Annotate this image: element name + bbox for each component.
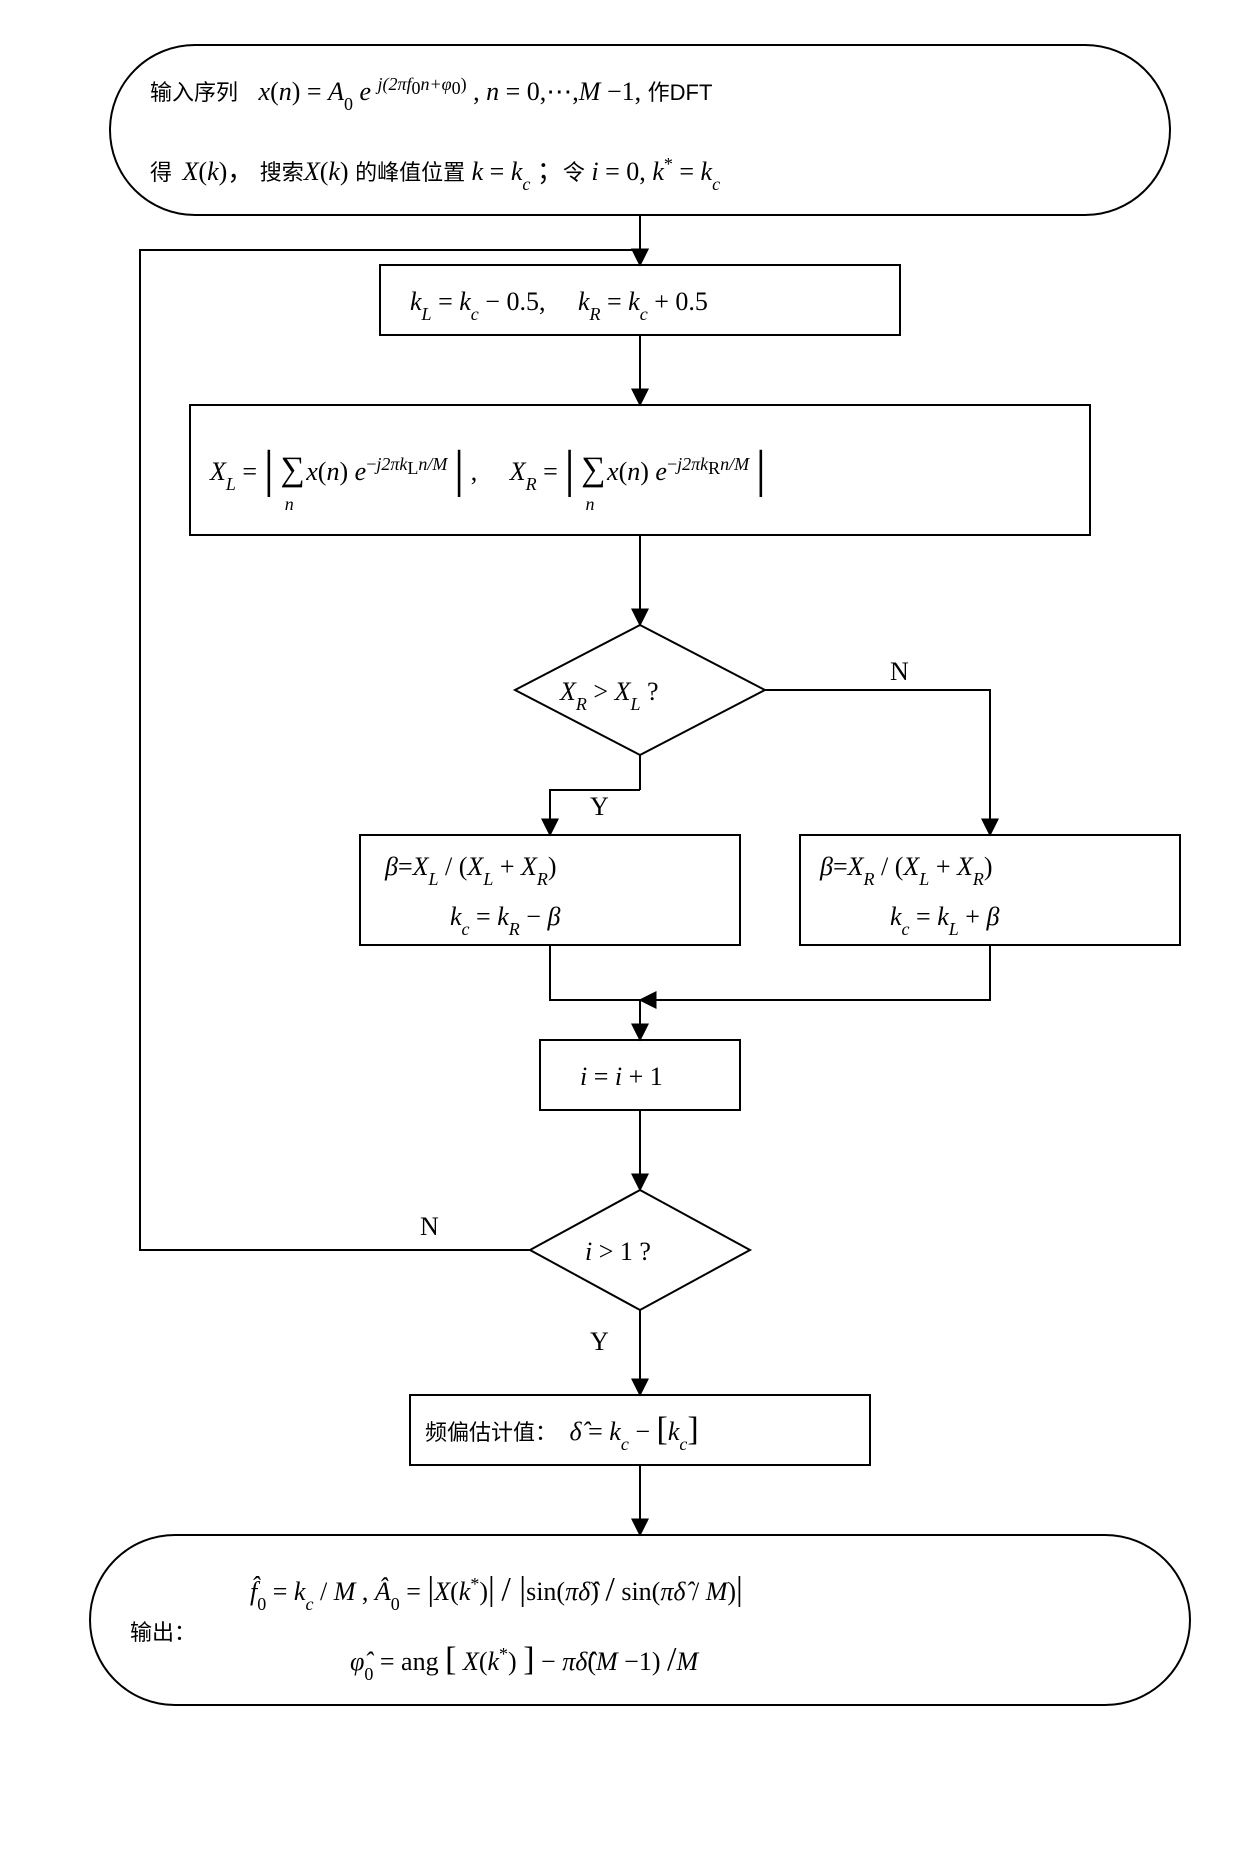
inc-i-text: i = i + 1: [580, 1062, 663, 1091]
node-inc-i: i = i + 1: [540, 1040, 740, 1110]
edge-yes-join: [550, 945, 640, 1000]
node-yes-branch: β=XL / (XL + XR) kc = kR − β: [360, 835, 740, 945]
label-n1: N: [890, 657, 909, 686]
node-decision-xr-xl: XR > XL ?: [515, 625, 765, 755]
decision2-text: i > 1 ?: [585, 1237, 651, 1266]
node-decision-i: i > 1 ?: [530, 1190, 750, 1310]
label-y1: Y: [590, 792, 609, 821]
node-freq-est: 频偏估计值： δ̂ = kc − [kc]: [410, 1395, 870, 1465]
end-prefix: 输出：: [130, 1620, 196, 1645]
node-set-klr: kL = kc − 0.5, kR = kc + 0.5: [380, 265, 900, 335]
label-n2: N: [420, 1212, 439, 1241]
node-start: 输入序列 x(n) = A0 e j(2πf0n+φ0) , n = 0,⋯,M…: [110, 45, 1170, 215]
node-no-branch: β=XR / (XL + XR) kc = kL + β: [800, 835, 1180, 945]
edge-no-join: [640, 945, 990, 1000]
node-calc-xlr: XL = | ∑n x(n) e−j2πkLn/M | , XR = | ∑n …: [190, 405, 1090, 535]
edge-dec1-no: [765, 690, 990, 835]
node-end: 输出： f̂0 = kc / M , Â0 = |X(k*)| / |sin(π…: [90, 1535, 1190, 1705]
label-y2: Y: [590, 1327, 609, 1356]
